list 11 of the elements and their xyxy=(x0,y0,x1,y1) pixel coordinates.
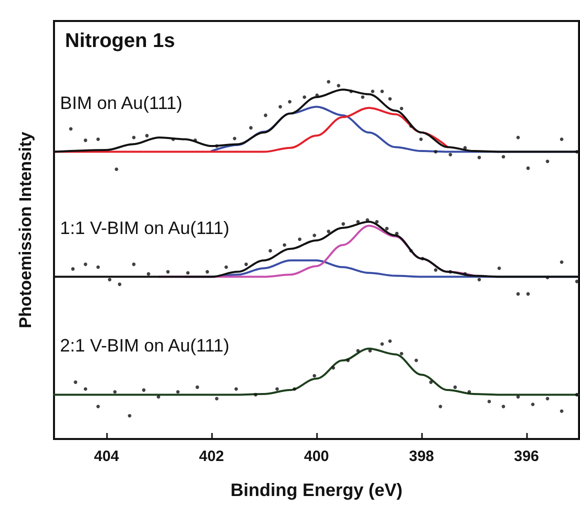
x-axis-title: Binding Energy (eV) xyxy=(230,480,403,500)
x-tick-label: 404 xyxy=(94,448,120,465)
text: 2:1 V-BIM on Au(111) xyxy=(60,336,230,356)
y-axis-title: Photoemission Intensity xyxy=(16,131,35,328)
series-label: 1:1 V-BIM on Au(111) xyxy=(60,218,230,238)
chart-title: Nitrogen 1s xyxy=(65,30,176,52)
x-tick-label: 400 xyxy=(304,448,330,465)
x-tick-label: 398 xyxy=(408,448,434,465)
x-tick-label: 396 xyxy=(514,448,540,465)
x-tick-label: 402 xyxy=(198,448,224,465)
series-label: BIM on Au(111) xyxy=(60,92,182,113)
